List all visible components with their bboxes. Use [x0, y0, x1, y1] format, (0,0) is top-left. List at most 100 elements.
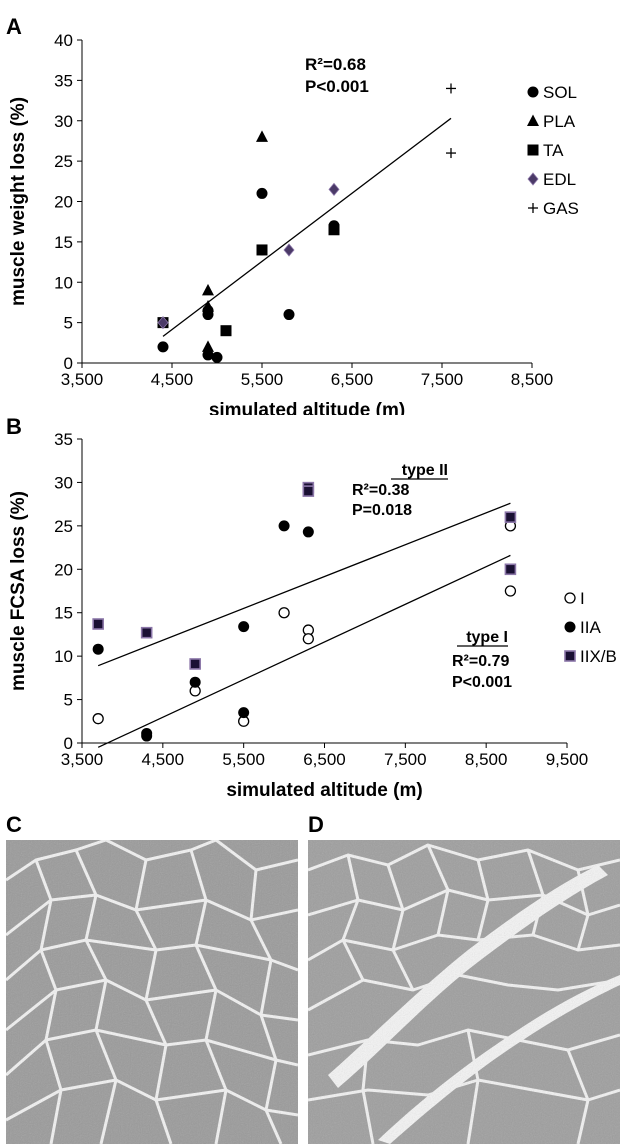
chart-b-x-axis-title: simulated altitude (m): [226, 780, 422, 801]
chart-b-type-i-title: type I: [466, 629, 508, 646]
chart-b-point-i: [504, 585, 517, 597]
chart-a-legend-marker-pla: [527, 114, 539, 126]
chart-a-x-tick-label: 8,500: [511, 370, 554, 389]
chart-b-series-iia: [92, 520, 314, 742]
chart-b-x-tick-label: 3,500: [61, 750, 104, 769]
chart-b-legend-marker-iia: [564, 621, 576, 633]
chart-b-point-iix-b: [92, 618, 104, 630]
chart-b-x-tick-label: 7,500: [384, 750, 427, 769]
chart-a-y-tick-label: 30: [54, 112, 73, 131]
chart-b-x-tick-label: 6,500: [303, 750, 346, 769]
chart-a-x-tick-label: 7,500: [421, 370, 464, 389]
chart-b-legend-marker-iix-b: [564, 650, 576, 662]
chart-a-trendlines: [162, 117, 452, 337]
chart-a-point-pla: [202, 299, 214, 312]
chart-a-y-tick-label: 20: [54, 193, 73, 212]
chart-a-x-tick-label: 6,500: [331, 370, 374, 389]
chart-b-y-tick-label: 25: [54, 517, 73, 536]
chart-a-y-tick-label: 25: [54, 152, 73, 171]
chart-a-x-axis-title: simulated altitude (m): [209, 400, 405, 415]
chart-a-r2-annotation: R²=0.68: [305, 55, 366, 74]
chart-b-y-tick-label: 0: [64, 734, 73, 753]
chart-a-series-gas: [446, 83, 456, 159]
chart-b-series-iix-b: [92, 481, 517, 670]
chart-a-point-sol: [202, 349, 214, 361]
chart-b-point-iia: [189, 676, 201, 688]
chart-b-point-iia: [278, 520, 290, 532]
chart-b-point-iia: [238, 707, 250, 719]
panel-label-c: C: [6, 812, 22, 837]
chart-b-y-tick-label: 30: [54, 473, 73, 492]
chart-a-series-sol: [157, 187, 340, 363]
chart-b-y-tick-label: 10: [54, 647, 73, 666]
chart-a-legend-marker-sol: [527, 86, 539, 98]
chart-b-point-iix-b: [189, 658, 201, 670]
chart-b-point-iix-b: [302, 485, 315, 497]
chart-b-type-ii-title: type II: [402, 462, 448, 479]
chart-a-point-pla: [256, 130, 268, 142]
chart-a-axes: 0 5 10 15 20 25 30 35 40 3,500 4,500 5,500 6,500 7,50…: [8, 31, 553, 415]
chart-a-y-tick-label: 35: [54, 71, 73, 90]
panel-label-a: A: [6, 14, 22, 39]
chart-b-legend-label-iia: IIA: [580, 618, 601, 637]
chart-a-p-annotation: P<0.001: [305, 77, 369, 96]
chart-a: 0 5 10 15 20 25 30 35 40 3,500 4,500 5,500 6,500 7,50…: [8, 31, 579, 415]
chart-a-point-sol: [256, 187, 268, 199]
chart-a-y-tick-label: 10: [54, 273, 73, 292]
chart-a-point-pla: [202, 283, 214, 296]
chart-a-x-tick-label: 5,500: [241, 370, 284, 389]
chart-b-series-i: [92, 520, 517, 727]
chart-a-x-tick-label: 3,500: [61, 370, 104, 389]
chart-a-point-sol: [211, 351, 223, 363]
chart-a-series-edl: [157, 182, 340, 330]
chart-a-x-tick-label: 4,500: [151, 370, 194, 389]
chart-a-point-ta: [220, 325, 232, 337]
chart-a-legend-label-pla: PLA: [543, 112, 576, 131]
chart-b-trendline: [97, 554, 511, 748]
micrograph-c: [6, 840, 298, 1144]
chart-b-y-tick-label: 35: [54, 430, 73, 449]
chart-a-point-edl: [328, 182, 340, 197]
chart-a-point-pla: [202, 340, 214, 352]
chart-b-point-iia: [302, 526, 314, 538]
panel-label-d: D: [308, 812, 324, 837]
chart-b-legend-label-i: I: [580, 589, 585, 608]
chart-b-type-i-r2: R²=0.79: [452, 653, 509, 670]
chart-b-legend-marker-i: [564, 592, 576, 604]
chart-a-point-sol: [283, 309, 295, 321]
chart-a-y-tick-label: 0: [64, 354, 73, 373]
micrograph-d: [308, 840, 620, 1144]
chart-b: 0 5 10 15 20 25 30 35 3,500 4,500 5,500 6,500 7,500 8…: [8, 430, 617, 801]
chart-b-legend: I IIA IIX/B: [564, 589, 617, 666]
chart-b-type-i-p: P<0.001: [452, 674, 512, 691]
chart-b-x-tick-label: 8,500: [465, 750, 508, 769]
chart-b-y-tick-label: 15: [54, 604, 73, 623]
chart-b-y-tick-label: 20: [54, 560, 73, 579]
panel-label-b: B: [6, 414, 22, 439]
chart-b-x-tick-label: 5,500: [222, 750, 265, 769]
chart-b-point-i: [92, 713, 104, 725]
chart-b-x-tick-label: 4,500: [142, 750, 185, 769]
chart-a-point-edl: [283, 243, 295, 257]
chart-a-point-ta: [256, 244, 268, 256]
chart-a-point-sol: [157, 341, 169, 353]
chart-b-legend-label-iix-b: IIX/B: [580, 647, 617, 666]
chart-a-legend-marker-edl: [527, 172, 539, 186]
chart-a-legend-marker-gas: [528, 203, 538, 213]
chart-b-trendline: [97, 502, 511, 667]
chart-b-point-iia: [238, 621, 250, 633]
chart-a-y-axis-title: muscle weight loss (%): [8, 97, 29, 306]
chart-b-type-ii-r2: R²=0.38: [352, 482, 409, 499]
chart-b-point-iia: [141, 730, 153, 742]
chart-b-point-iix-b: [504, 563, 517, 576]
chart-a-y-tick-label: 40: [54, 31, 73, 50]
chart-a-trendline: [162, 117, 452, 337]
chart-a-legend: SOL PLA TA EDL GAS: [527, 83, 579, 218]
chart-b-trendlines: [97, 502, 511, 748]
chart-a-point-edl: [157, 316, 169, 330]
chart-b-y-axis-title: muscle FCSA loss (%): [8, 491, 29, 691]
chart-a-y-tick-label: 5: [64, 314, 73, 333]
chart-b-type-ii-p: P=0.018: [352, 502, 412, 519]
micrograph-c-image: [6, 840, 298, 1144]
chart-a-legend-marker-ta: [527, 144, 539, 156]
